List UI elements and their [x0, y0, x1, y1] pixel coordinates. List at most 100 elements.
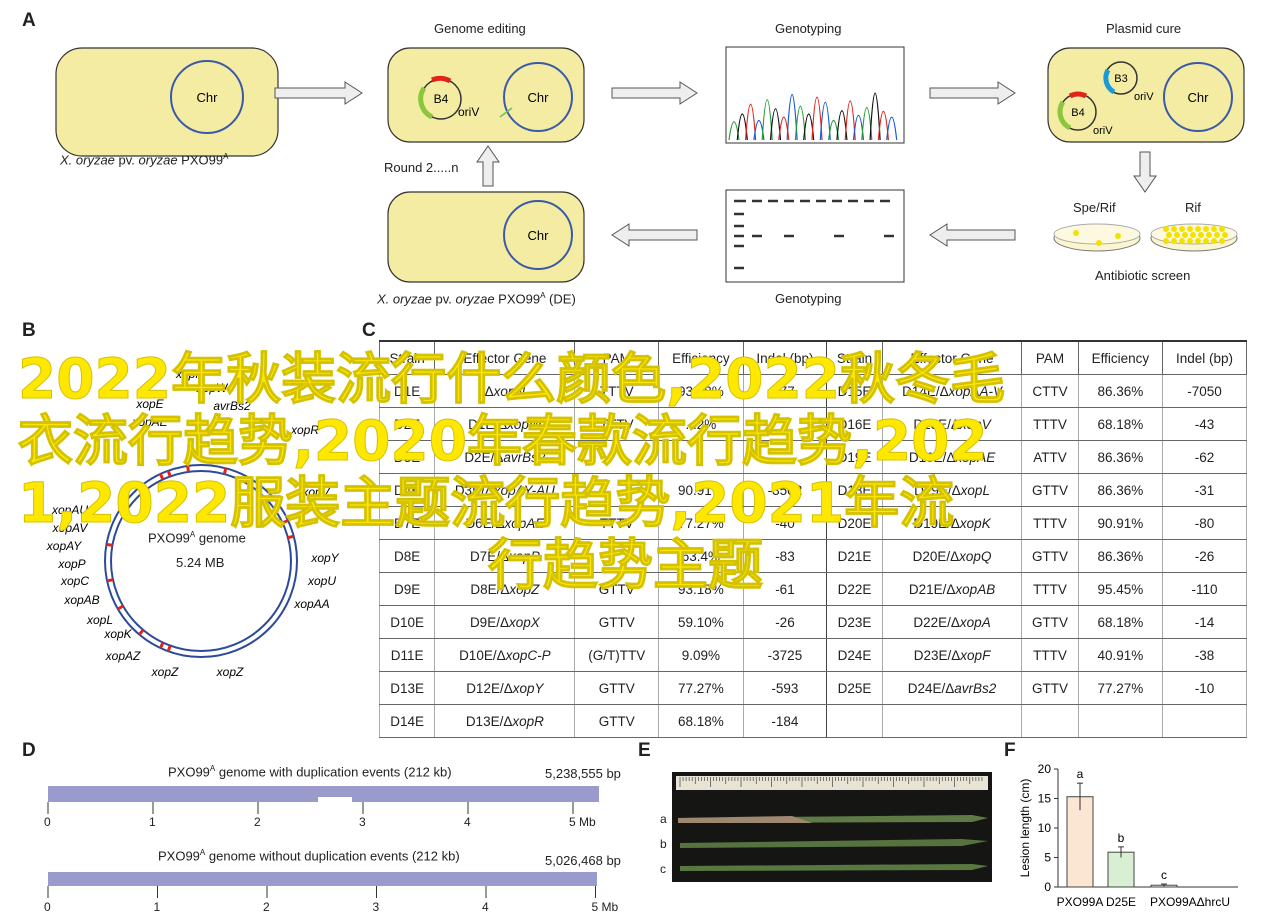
table-cell: -43 [1162, 407, 1247, 441]
track2-size: 5,026,468 bp [545, 853, 621, 868]
chromatogram-peak [844, 100, 856, 141]
strain-label-wt: X. oryzae pv. oryzae PXO99A [60, 152, 229, 168]
table-header-cell: PAM [574, 340, 660, 375]
table-cell: D16E/ΔxopAE [881, 440, 1023, 474]
genome-editing-label: Genome editing [434, 21, 526, 36]
table-cell: -7050 [1162, 374, 1247, 408]
panel-label-e: E [638, 740, 651, 761]
table-cell: D6E/ΔxopAE [434, 506, 576, 540]
table-row: D14E D13E/ΔxopR GTTV 68.18% -184 [378, 704, 1247, 738]
chr-label: Chr [528, 90, 550, 105]
table-row: D7E D6E/ΔxopAE TTTV 77.27% -40 D20E D19E/ΔxopK… [378, 506, 1247, 540]
significance-letter: a [1077, 767, 1084, 781]
y-tick-label: 10 [1038, 821, 1052, 835]
table-cell: D21E/ΔxopAB [881, 572, 1023, 606]
table-cell: TTTV [1021, 572, 1079, 606]
panel-label-d: D [22, 740, 36, 761]
plasmid-cure-label: Plasmid cure [1106, 21, 1182, 36]
table-cell: (G/T)TTV [574, 638, 660, 672]
chr-label: Chr [528, 228, 550, 243]
table-cell: TTTV [574, 407, 660, 441]
gene-label: xopK [103, 627, 132, 641]
panel-label-b: B [22, 320, 36, 341]
oriv-label: oriV [458, 105, 479, 119]
cell-editing [387, 47, 585, 143]
table-cell: -31 [1162, 473, 1247, 507]
genome-size: 5.24 MB [176, 555, 225, 570]
table-cell: D18E [826, 473, 883, 507]
y-tick-label: 0 [1044, 880, 1051, 894]
table-cell: -40 [742, 506, 828, 540]
table-cell: D23E [826, 605, 883, 639]
gene-label: xopAY [46, 539, 82, 553]
tick-label: 1 [149, 815, 156, 829]
antibiotic-screen-label: Antibiotic screen [1095, 268, 1191, 283]
table-cell [1077, 704, 1164, 738]
genome-title: PXO99A genome [148, 530, 246, 546]
gene-label: xopU [307, 574, 336, 588]
bar [1066, 796, 1094, 888]
track1-size: 5,238,555 bp [545, 766, 621, 781]
gene-label: xopAU [51, 503, 88, 517]
chromatogram-peak [761, 99, 773, 141]
genotyping-label: Genotyping [775, 21, 842, 36]
table-cell: 63.4% [658, 539, 744, 573]
table-cell [826, 704, 883, 738]
tick-label: 2 [263, 900, 270, 914]
table-cell: D23E/ΔxopF [881, 638, 1023, 672]
chromatogram-peak [794, 105, 806, 141]
panel-label-a: A [22, 10, 36, 31]
effector-table: Strain Effector Gene PAM Efficiency Indel (b… [378, 340, 1247, 738]
chromatogram-peak [869, 92, 881, 141]
y-axis-label: Lesion length (cm) [1018, 779, 1032, 878]
panel-a-diagram: Chr Chr B4 oriV Chr B3 oriV B4 oriV Chr [55, 46, 1245, 283]
oriv-label: oriV [1093, 125, 1113, 137]
leaf-label-b: b [660, 837, 667, 851]
panel-label-c: C [362, 320, 376, 341]
table-row: D3E D2E/ΔavrBs2 D19E D16E/ΔxopAE ATTV 86.36% -… [378, 440, 1247, 474]
table-cell: ...2% [658, 407, 744, 441]
table-cell: 90.91% [1077, 506, 1164, 540]
table-cell: GTTV [1021, 539, 1079, 573]
ruler [676, 776, 988, 790]
leaf-label-c: c [660, 862, 666, 876]
chromatogram-box [725, 46, 905, 144]
table-cell: -184 [742, 704, 828, 738]
chromosome-circle [503, 62, 573, 132]
leaf-c [680, 864, 988, 871]
table-cell: 93.18% [658, 572, 744, 606]
genome-tracks [47, 786, 599, 898]
chromosome-circle [1163, 62, 1233, 132]
table-row: D2E D1E/ΔxopW TTTV ...2% D16E D15E/ΔxopV TTTV 6… [378, 407, 1247, 441]
gene-label: xopN [175, 367, 204, 381]
round-label: Round 2.....n [384, 160, 459, 175]
gene-label: xopP [57, 557, 85, 571]
genome-ring-outer [104, 464, 298, 658]
gene-label: xopY [310, 551, 339, 565]
chromosome-circle [503, 200, 573, 270]
table-cell: CTTV [1021, 374, 1079, 408]
table-cell: -26 [742, 605, 828, 639]
table-cell: D1E/ΔxopW [434, 407, 576, 441]
table-header-cell: Strain [826, 340, 883, 375]
rif-label: Rif [1185, 200, 1201, 215]
table-cell: D2E [378, 407, 436, 441]
category-label: PXO99AΔhrcU [1150, 895, 1230, 909]
b3-label: B3 [1114, 73, 1127, 85]
table-cell: 77.27% [1077, 671, 1164, 705]
table-cell: D12E/ΔxopY [434, 671, 576, 705]
gene-label: xopV [301, 485, 330, 499]
table-cell: 86.36% [1077, 440, 1164, 474]
table-row: D13E D12E/ΔxopY GTTV 77.27% -593 D25E D24E/Δav… [378, 671, 1247, 705]
tick-label: 0 [44, 900, 51, 914]
table-cell: D10E/ΔxopC-P [434, 638, 576, 672]
chr-label: Chr [197, 90, 219, 105]
table-cell: 40.91% [1077, 638, 1164, 672]
table-cell: D1E [378, 374, 436, 408]
table-cell: -10 [1162, 671, 1247, 705]
gene-label: avrBs2 [213, 399, 251, 413]
tick-label: 4 [464, 815, 471, 829]
tick-label: 5 Mb [591, 900, 619, 914]
table-cell: D22E/ΔxopA [881, 605, 1023, 639]
track2-bar [48, 872, 597, 886]
